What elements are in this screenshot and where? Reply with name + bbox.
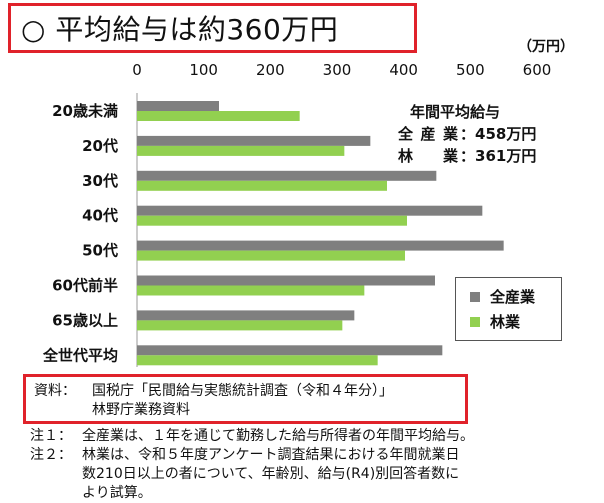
- note-key: 注１：: [30, 428, 72, 444]
- unit-label: （万円）: [518, 39, 574, 55]
- bar-forestry: [137, 250, 405, 261]
- annotation-label: 全産業: [398, 125, 458, 143]
- legend-swatch-forestry: [470, 316, 480, 327]
- source-line-2: 林野庁業務資料: [92, 402, 190, 418]
- legend-label: 全産業: [490, 288, 536, 306]
- category-label: 全世代平均: [42, 346, 118, 364]
- notes: 注１： 全産業は、１年を通じて勤務した給与所得者の年間平均給与。 注２： 林業は…: [30, 427, 590, 503]
- note-key: 注２：: [30, 447, 72, 463]
- average-salary-annotation: 年間平均給与 全産業 ：458万円 林業 ：361万円: [398, 101, 536, 167]
- annotation-sep: ：: [460, 125, 476, 143]
- x-tick-label: 400: [389, 61, 418, 79]
- bar-chart: 0 100 200 300 400 500 600 20歳未満 20代 30代 40代 50代 60代前…: [42, 61, 552, 367]
- annotation-row-forestry: 林業 ：361万円: [398, 145, 536, 167]
- bar-forestry: [137, 145, 345, 156]
- bar-forestry: [137, 320, 343, 331]
- page-title: ○ 平均給与は約360万円: [8, 3, 417, 53]
- note-2-cont-2: より試算。: [82, 485, 152, 501]
- annotation-sep: ：: [460, 147, 476, 165]
- bar-forestry: [137, 180, 387, 191]
- bar-forestry: [137, 111, 300, 121]
- annotation-value: 458: [475, 125, 507, 143]
- note-text: 林業は、令和５年度アンケート調査結果における年間就業日: [82, 447, 460, 463]
- x-tick-label: 600: [523, 61, 552, 79]
- annotation-value: 361: [475, 147, 507, 165]
- category-label: 20代: [82, 137, 118, 155]
- bar-all-industry: [137, 275, 435, 286]
- note-2: 注２： 林業は、令和５年度アンケート調査結果における年間就業日: [30, 446, 590, 465]
- chart-legend: 全産業 林業: [455, 277, 562, 341]
- annotation-unit: 万円: [506, 147, 537, 165]
- bar-all-industry: [137, 310, 355, 321]
- category-label: 50代: [82, 242, 118, 260]
- legend-item-all-industry: 全産業: [470, 284, 561, 309]
- note-2-cont-1: 数210日以上の者について、年齢別、給与(R4)別回答者数に: [82, 466, 460, 482]
- legend-swatch-all-industry: [470, 291, 480, 302]
- bar-forestry: [137, 355, 378, 366]
- x-tick-label: 500: [456, 61, 485, 79]
- annotation-label: 林業: [398, 147, 458, 165]
- note-text: 全産業は、１年を通じて勤務した給与所得者の年間平均給与。: [82, 428, 474, 444]
- bar-all-industry: [137, 205, 483, 216]
- source-box: 資料： 国税庁「民間給与実態統計調査（令和４年分）」 林野庁業務資料: [23, 374, 468, 424]
- source-label: 資料：: [34, 383, 76, 399]
- note-1: 注１： 全産業は、１年を通じて勤務した給与所得者の年間平均給与。: [30, 427, 590, 446]
- x-tick-label: 200: [256, 61, 285, 79]
- annotation-row-all: 全産業 ：458万円: [398, 123, 536, 145]
- category-label: 65歳以上: [52, 311, 118, 329]
- category-label: 60代前半: [52, 277, 118, 295]
- bar-all-industry: [137, 170, 437, 181]
- bar-all-industry: [137, 135, 371, 146]
- category-label: 20歳未満: [52, 102, 118, 120]
- legend-item-forestry: 林業: [470, 309, 561, 334]
- annotation-heading: 年間平均給与: [410, 103, 501, 121]
- legend-label: 林業: [490, 313, 521, 331]
- category-label: 40代: [82, 207, 118, 225]
- bar-all-industry: [137, 345, 443, 356]
- x-tick-label: 0: [132, 61, 142, 79]
- x-tick-label: 300: [323, 61, 352, 79]
- bar-forestry: [137, 215, 407, 226]
- source-line-1: 国税庁「民間給与実態統計調査（令和４年分）」: [92, 383, 393, 399]
- bar-all-industry: [137, 101, 219, 111]
- bar-all-industry: [137, 240, 504, 251]
- annotation-unit: 万円: [506, 125, 537, 143]
- x-tick-label: 100: [189, 61, 218, 79]
- bar-forestry: [137, 285, 365, 296]
- category-label: 30代: [82, 172, 118, 190]
